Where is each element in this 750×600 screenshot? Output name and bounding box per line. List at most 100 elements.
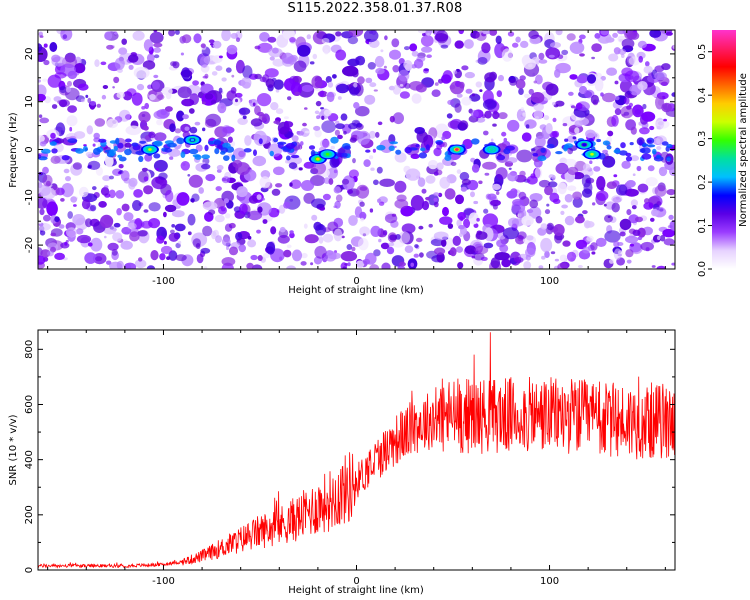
heatmap-cell xyxy=(322,193,331,201)
heatmap-cell xyxy=(649,30,662,38)
heatmap-band-cell xyxy=(153,153,161,159)
heatmap-cell xyxy=(59,99,70,107)
heatmap-cell xyxy=(439,176,451,189)
heatmap-cell xyxy=(247,235,252,240)
heatmap-cell xyxy=(555,162,569,175)
heatmap-cell xyxy=(158,172,168,180)
heatmap-cell xyxy=(279,226,286,233)
heatmap-cell xyxy=(546,203,550,207)
heatmap-cell xyxy=(394,152,407,163)
heatmap-cell xyxy=(529,199,539,209)
heatmap-cell xyxy=(652,138,661,145)
heatmap-cell xyxy=(630,155,640,162)
heatmap-cell xyxy=(619,79,633,93)
heatmap-cell xyxy=(458,120,469,130)
heatmap-cell xyxy=(275,183,283,188)
x-tick-label: 100 xyxy=(540,276,559,287)
heatmap-cell xyxy=(38,93,46,102)
heatmap-cell xyxy=(602,149,609,154)
heatmap-cell xyxy=(344,263,349,266)
heatmap-cell xyxy=(94,59,100,67)
heatmap-cell xyxy=(38,255,46,265)
heatmap-cell xyxy=(159,253,166,261)
heatmap-cell xyxy=(297,44,311,57)
y-tick-label: 20 xyxy=(24,48,35,61)
heatmap-band-cell xyxy=(124,138,132,143)
heatmap-cell xyxy=(438,78,444,84)
heatmap-cell xyxy=(194,121,201,126)
heatmap-cell xyxy=(555,30,563,36)
heatmap-cell xyxy=(149,94,156,101)
heatmap-cell xyxy=(548,54,555,58)
heatmap-cell xyxy=(163,240,167,245)
heatmap-cell xyxy=(605,37,615,43)
heatmap-cell xyxy=(216,164,224,171)
heatmap-cell xyxy=(594,72,602,78)
heatmap-band-cell xyxy=(273,137,279,143)
heatmap-cell xyxy=(112,232,123,242)
heatmap-band-cell xyxy=(51,148,58,154)
heatmap-band-cell xyxy=(619,150,628,156)
heatmap-cell xyxy=(311,214,318,221)
heatmap-cell xyxy=(535,162,540,167)
heatmap-cell xyxy=(616,184,628,196)
heatmap-cell xyxy=(569,41,585,54)
heatmap-cell xyxy=(348,30,364,37)
heatmap-cell xyxy=(552,130,560,138)
heatmap-band-cell xyxy=(606,145,612,150)
heatmap-cell xyxy=(174,128,182,134)
heatmap-band-cell xyxy=(418,152,427,159)
heatmap-cell xyxy=(210,99,217,105)
heatmap-cell xyxy=(223,198,229,204)
heatmap-cell xyxy=(603,203,607,207)
heatmap-cell xyxy=(174,30,180,35)
heatmap-cell xyxy=(541,255,546,260)
heatmap-cell xyxy=(411,50,419,57)
heatmap-cell xyxy=(321,115,325,121)
heatmap-cell xyxy=(641,111,656,122)
heatmap-cell xyxy=(43,43,48,48)
heatmap-cell xyxy=(607,130,614,137)
heatmap-cell xyxy=(153,54,160,59)
heatmap-hotspot xyxy=(455,148,459,151)
heatmap-cell xyxy=(557,262,568,269)
heatmap-cell xyxy=(426,54,432,58)
heatmap-cell xyxy=(80,98,85,103)
heatmap-cell xyxy=(636,51,646,60)
heatmap-cell xyxy=(87,242,93,247)
heatmap-cell xyxy=(200,43,206,48)
heatmap-cell xyxy=(404,245,414,253)
y-tick-label: 200 xyxy=(24,505,35,524)
heatmap-cell xyxy=(663,118,667,122)
heatmap-cell xyxy=(267,36,277,43)
heatmap-cell xyxy=(134,259,147,269)
heatmap-cell xyxy=(375,67,385,75)
heatmap-cell xyxy=(563,158,577,167)
heatmap-cell xyxy=(286,244,292,249)
heatmap-cell xyxy=(316,115,321,120)
heatmap-cell xyxy=(285,159,290,164)
heatmap-cell xyxy=(257,111,264,117)
heatmap-cell xyxy=(50,155,61,164)
heatmap-cell xyxy=(102,175,111,182)
heatmap-cell xyxy=(127,222,137,230)
heatmap-band-cell xyxy=(139,140,147,144)
heatmap-cell xyxy=(637,183,649,193)
heatmap-cell xyxy=(582,163,591,171)
heatmap-cell xyxy=(66,115,78,127)
heatmap-cell xyxy=(300,141,304,146)
heatmap-cell xyxy=(403,60,413,70)
heatmap-cell xyxy=(180,161,190,171)
heatmap-cell xyxy=(235,92,243,98)
heatmap-cell xyxy=(643,65,653,74)
heatmap-cell xyxy=(337,96,342,100)
heatmap-cell xyxy=(39,117,50,124)
heatmap-cell xyxy=(485,193,492,200)
heatmap-cell xyxy=(471,255,476,259)
heatmap-cell xyxy=(475,231,488,240)
heatmap-cell xyxy=(141,220,153,229)
heatmap-cell xyxy=(211,71,218,76)
heatmap-cell xyxy=(215,186,222,192)
heatmap-cell xyxy=(89,100,97,106)
heatmap-cell xyxy=(434,82,439,86)
